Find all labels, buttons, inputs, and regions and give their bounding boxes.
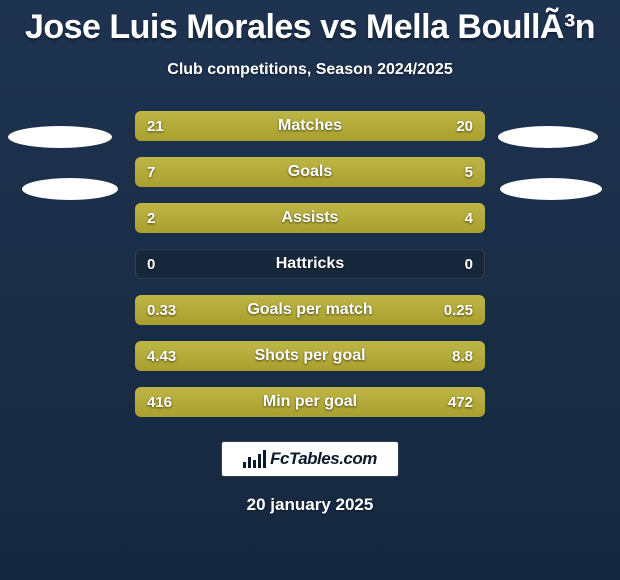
page-title: Jose Luis Morales vs Mella BoullÃ³n (0, 0, 620, 47)
stat-value-right: 4 (465, 203, 473, 233)
stat-label: Assists (135, 203, 485, 233)
stat-row: 4.43Shots per goal8.8 (135, 341, 485, 371)
stat-label: Shots per goal (135, 341, 485, 371)
logo-text: FcTables.com (270, 449, 377, 469)
stat-label: Matches (135, 111, 485, 141)
stat-label: Goals (135, 157, 485, 187)
stat-value-right: 0.25 (444, 295, 473, 325)
stat-label: Goals per match (135, 295, 485, 325)
stat-row: 2Assists4 (135, 203, 485, 233)
stat-value-right: 472 (448, 387, 473, 417)
date-label: 20 january 2025 (0, 495, 620, 515)
stat-value-right: 5 (465, 157, 473, 187)
stat-row: 7Goals5 (135, 157, 485, 187)
stat-value-right: 0 (465, 249, 473, 279)
badge-ellipse (8, 126, 112, 148)
stat-row: 21Matches20 (135, 111, 485, 141)
stat-label: Hattricks (135, 249, 485, 279)
stat-label: Min per goal (135, 387, 485, 417)
stat-row: 0Hattricks0 (135, 249, 485, 279)
stat-value-right: 20 (456, 111, 473, 141)
subtitle: Club competitions, Season 2024/2025 (0, 61, 620, 79)
badge-ellipse (500, 178, 602, 200)
stat-value-right: 8.8 (452, 341, 473, 371)
badge-ellipse (498, 126, 598, 148)
badge-ellipse (22, 178, 118, 200)
logo-bars-icon (243, 450, 266, 468)
fctables-logo: FcTables.com (221, 441, 399, 477)
stat-row: 416Min per goal472 (135, 387, 485, 417)
stats-container: 21Matches20 7Goals5 2Assists4 0Hattricks0 0.… (0, 111, 620, 417)
stat-row: 0.33Goals per match0.25 (135, 295, 485, 325)
